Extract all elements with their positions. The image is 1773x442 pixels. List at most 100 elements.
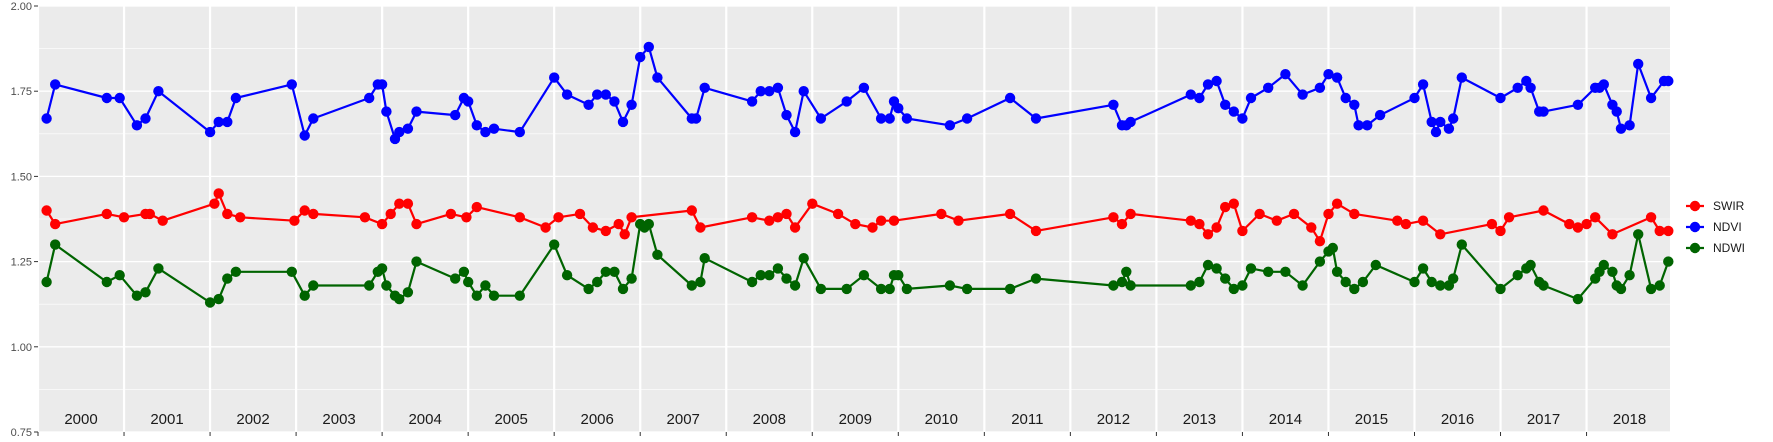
data-point: [299, 290, 310, 301]
data-point: [480, 280, 491, 291]
data-point: [1370, 259, 1382, 271]
data-point: [617, 116, 629, 128]
data-point: [1211, 263, 1222, 274]
data-point: [944, 280, 956, 291]
year-label: 2008: [753, 411, 786, 428]
data-point: [1237, 280, 1248, 291]
data-point: [411, 106, 422, 117]
data-point: [1633, 58, 1644, 70]
data-point: [463, 276, 474, 288]
data-point: [471, 290, 482, 301]
data-point: [1004, 283, 1016, 295]
data-point: [1357, 276, 1369, 288]
year-label: 2017: [1527, 411, 1560, 428]
data-point: [587, 222, 599, 233]
y-axis: 0.75 1.00 1.25 1.50 1.75 2.00: [11, 1, 38, 439]
data-point: [1004, 208, 1016, 220]
data-point: [411, 256, 422, 267]
data-point: [901, 283, 913, 295]
data-point: [901, 113, 913, 124]
year-label: 2014: [1269, 411, 1302, 428]
legend-key-point: [1689, 221, 1701, 233]
series-swir: [41, 188, 1674, 247]
year-label: 2015: [1355, 411, 1388, 428]
data-point: [230, 266, 242, 277]
data-point: [50, 79, 61, 90]
data-point: [1263, 266, 1274, 277]
data-point: [445, 208, 457, 220]
data-point: [286, 79, 297, 90]
data-point: [394, 198, 405, 209]
data-point: [131, 120, 143, 131]
data-point: [488, 123, 500, 134]
data-point: [1288, 208, 1300, 220]
data-point: [308, 208, 319, 220]
data-point: [1116, 218, 1128, 230]
data-point: [1349, 208, 1360, 220]
data-point: [144, 208, 155, 220]
year-label: 2002: [236, 411, 269, 428]
legend-label: NDWI: [1713, 241, 1745, 255]
data-point: [755, 270, 766, 281]
data-point: [1297, 89, 1308, 100]
data-point: [299, 205, 310, 216]
data-point: [402, 123, 414, 134]
data-point: [480, 126, 491, 138]
data-point: [1633, 229, 1644, 240]
data-point: [222, 116, 233, 128]
data-point: [1349, 99, 1360, 111]
data-point: [1435, 280, 1446, 291]
data-point: [961, 283, 973, 295]
data-point: [553, 212, 564, 223]
data-point: [699, 253, 710, 264]
data-point: [1202, 259, 1214, 271]
data-point: [1430, 126, 1442, 138]
data-point: [936, 208, 947, 220]
y-tick-label: 1.00: [11, 342, 32, 354]
data-point: [540, 222, 551, 233]
data-point: [1564, 218, 1575, 230]
data-point: [561, 89, 573, 100]
data-point: [798, 253, 809, 264]
data-point: [772, 212, 784, 223]
data-point: [213, 116, 224, 128]
data-point: [1525, 82, 1536, 94]
data-point: [411, 218, 422, 230]
data-point: [1663, 225, 1674, 237]
data-point: [1340, 92, 1351, 104]
data-point: [1581, 218, 1592, 230]
data-point: [364, 92, 375, 104]
data-point: [781, 109, 792, 121]
data-point: [1426, 276, 1437, 288]
data-point: [609, 96, 620, 107]
year-label: 2013: [1183, 411, 1216, 428]
legend-label: NDVI: [1713, 220, 1742, 234]
data-point: [1645, 212, 1657, 223]
data-point: [781, 273, 792, 284]
data-point: [1331, 266, 1343, 277]
data-point: [471, 120, 482, 131]
data-point: [1254, 208, 1265, 220]
data-point: [308, 280, 319, 291]
data-point: [574, 208, 586, 220]
data-point: [1663, 75, 1674, 87]
data-point: [583, 99, 594, 111]
data-point: [471, 201, 482, 213]
data-point: [450, 273, 461, 284]
data-point: [1202, 79, 1214, 90]
data-point: [1654, 280, 1665, 291]
data-point: [153, 263, 164, 274]
year-label: 2012: [1097, 411, 1130, 428]
data-point: [1125, 116, 1136, 128]
y-tick-label: 1.50: [11, 171, 32, 183]
data-point: [609, 266, 620, 277]
data-point: [643, 41, 654, 53]
data-point: [1297, 280, 1308, 291]
data-point: [807, 198, 818, 209]
data-point: [222, 273, 233, 284]
data-point: [1426, 116, 1437, 128]
data-point: [1417, 79, 1429, 90]
data-point: [1486, 218, 1498, 230]
data-point: [755, 86, 766, 97]
data-point: [153, 86, 164, 97]
